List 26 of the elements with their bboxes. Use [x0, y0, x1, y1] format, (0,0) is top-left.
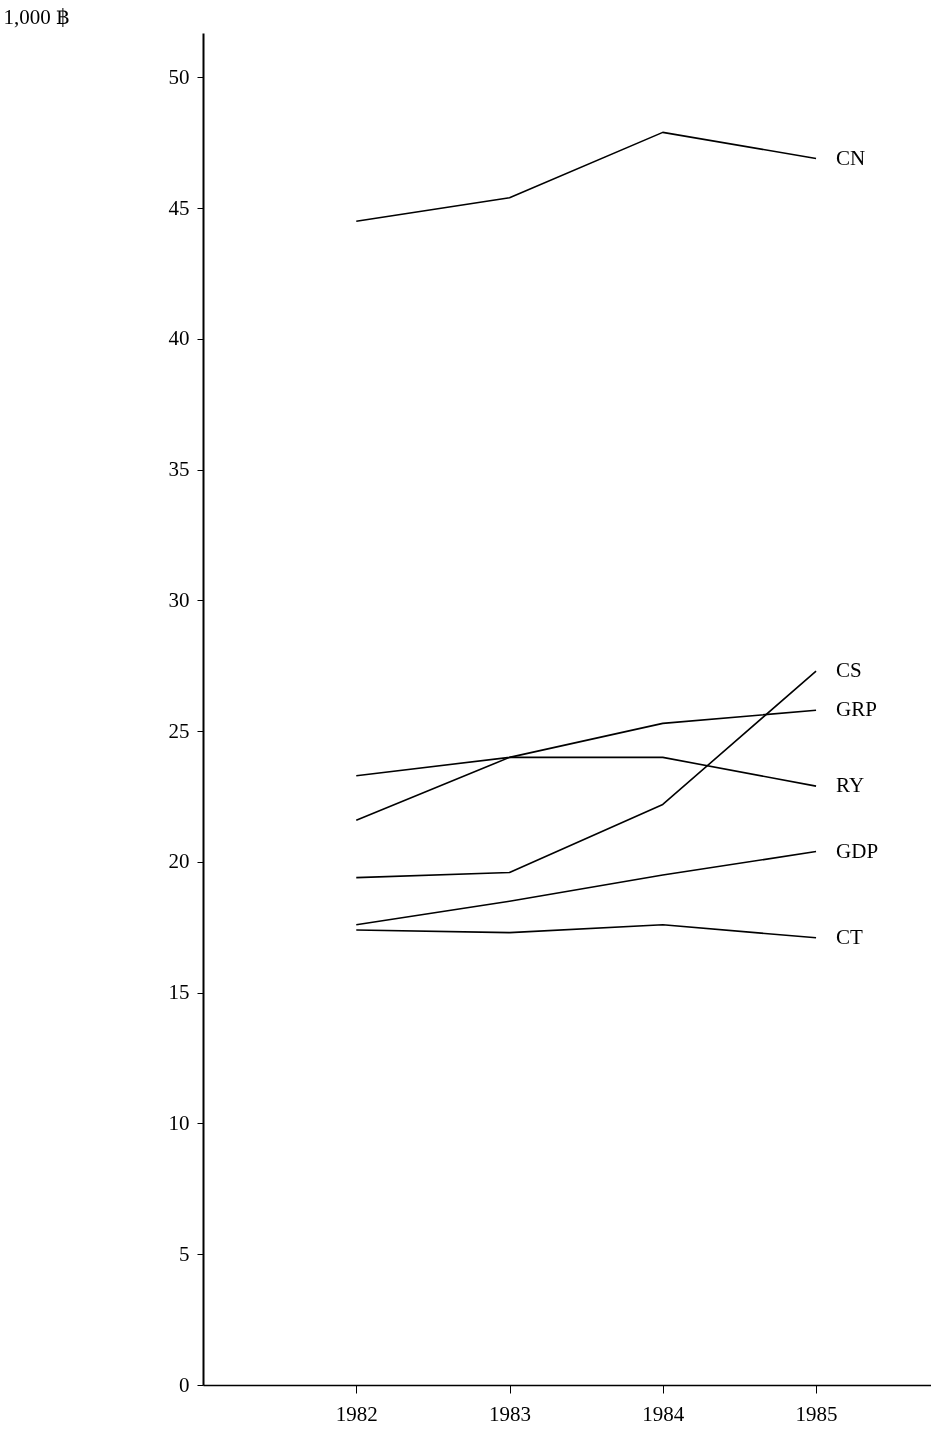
y-tick-label: 0 [179, 1372, 190, 1397]
series-label: GRP [836, 697, 877, 722]
y-tick-label: 25 [168, 718, 190, 743]
y-axis-title: 1,000 ฿ [3, 4, 70, 29]
y-tick-label: 5 [179, 1241, 190, 1266]
series-label: CS [836, 658, 862, 683]
series-label: RY [836, 773, 865, 798]
line-series [355, 923, 817, 939]
y-tick-label: 20 [168, 849, 190, 874]
x-tick-label: 1983 [489, 1401, 532, 1426]
y-tick-label: 10 [168, 1110, 190, 1135]
series-label: GDP [836, 838, 879, 863]
line-series [355, 131, 817, 223]
line-series [355, 850, 817, 926]
x-tick-label: 1982 [335, 1401, 378, 1426]
y-tick-label: 15 [168, 980, 190, 1005]
x-tick-label: 1985 [795, 1401, 838, 1426]
y-tick-label: 45 [168, 195, 190, 220]
series-label: CN [836, 145, 866, 170]
line-series [355, 670, 817, 879]
y-tick-label: 30 [168, 587, 190, 612]
y-tick-label: 50 [168, 64, 190, 89]
y-tick-label: 40 [168, 326, 190, 351]
x-tick-label: 1984 [642, 1401, 685, 1426]
series-label: CT [836, 924, 864, 949]
y-tick-label: 35 [168, 457, 190, 482]
